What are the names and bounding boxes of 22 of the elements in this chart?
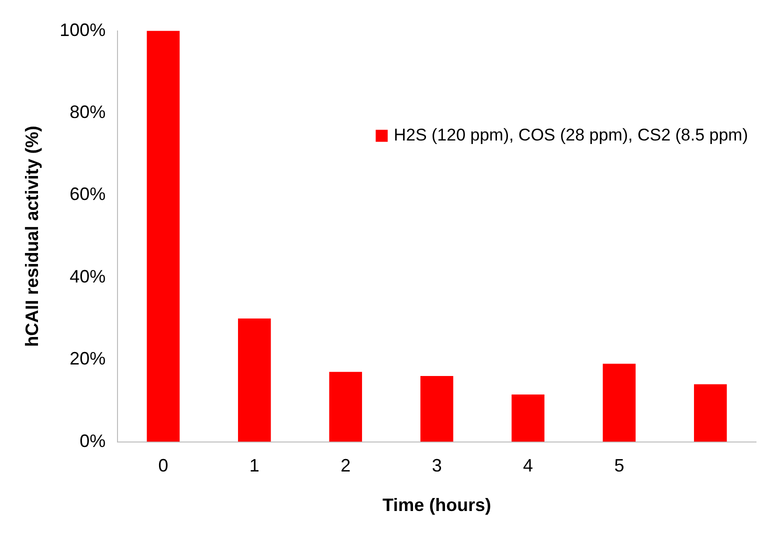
- x-tick-label: 3: [432, 456, 442, 476]
- bar: [329, 372, 362, 442]
- y-axis-title: hCAII residual activity (%): [22, 126, 42, 347]
- x-tick-label: 5: [614, 456, 624, 476]
- bar: [694, 384, 727, 442]
- bar: [238, 318, 271, 442]
- y-tick-label: 40%: [70, 266, 106, 286]
- legend-label: H2S (120 ppm), COS (28 ppm), CS2 (8.5 ppm): [394, 125, 748, 144]
- bar: [146, 30, 180, 442]
- bar: [602, 364, 636, 442]
- y-tick-label: 0%: [80, 430, 106, 451]
- y-tick-label: 60%: [70, 184, 106, 204]
- y-tick-label: 20%: [70, 348, 106, 369]
- x-tick-label: 1: [249, 456, 260, 476]
- x-tick-label: 2: [340, 456, 351, 476]
- x-tick-label: 4: [523, 456, 534, 476]
- bar: [420, 376, 454, 442]
- x-axis-title: Time (hours): [382, 495, 492, 516]
- x-tick-label: 0: [158, 456, 168, 476]
- y-tick-label: 100%: [60, 20, 106, 40]
- bar: [512, 394, 544, 442]
- y-tick-label: 80%: [70, 102, 106, 122]
